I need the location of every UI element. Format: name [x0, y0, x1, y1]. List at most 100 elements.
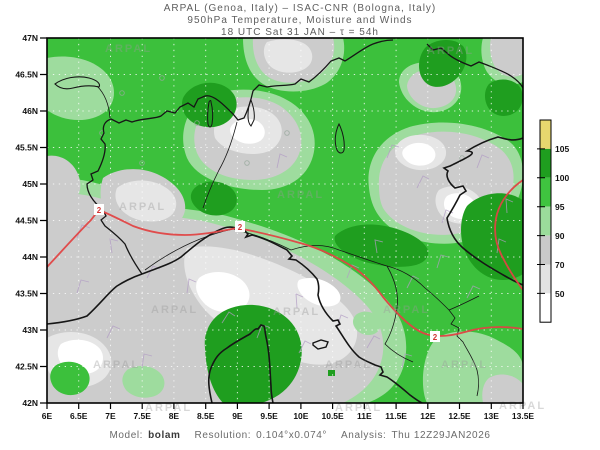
colorbar-segment — [540, 264, 551, 294]
wind-barb — [141, 353, 153, 369]
humidity-region — [328, 370, 335, 376]
border-marche — [448, 295, 480, 311]
wind-barb — [476, 154, 490, 169]
lake-maggiore — [207, 100, 214, 128]
humidity-pocket-regions — [50, 311, 481, 398]
humidity-region — [458, 366, 481, 384]
watermark: ARPAL — [105, 43, 152, 55]
analysis-value: Thu 12Z29JAN2026 — [391, 430, 491, 441]
watermarks: ARPAL ARPAL ARPAL ARPAL ARPAL ARPAL ARPA… — [93, 43, 544, 414]
wind-barb — [416, 175, 430, 189]
calm-circle — [159, 75, 165, 81]
contour-label-box — [235, 221, 245, 232]
wind-barb — [106, 325, 121, 339]
coastline-adriatic — [442, 136, 523, 286]
lat-label: 45.5N — [15, 143, 38, 153]
humidity-region — [196, 272, 250, 313]
wind-barb — [109, 238, 119, 254]
humidity-region — [484, 79, 523, 116]
humidity-region — [402, 142, 436, 166]
wind-barb — [221, 311, 236, 324]
wind-barb — [186, 278, 197, 294]
lat-label: 43.5N — [15, 289, 38, 299]
watermark: ARPAL — [273, 306, 320, 318]
watermark: ARPAL — [277, 189, 324, 201]
lon-label: 12.5E — [448, 411, 471, 421]
colorbar-label: 90 — [555, 231, 565, 241]
wind-barbs — [76, 144, 514, 369]
wind-barb — [505, 198, 514, 214]
lon-label: 7.5E — [133, 411, 151, 421]
humidity-region — [353, 311, 381, 336]
calm-circle — [139, 160, 145, 166]
wind-barb — [436, 254, 449, 269]
wind-barb — [295, 293, 304, 309]
watermark: ARPAL — [383, 304, 430, 316]
humidity-region — [230, 118, 265, 144]
lat-label: 43N — [22, 325, 38, 335]
colorbar-segment — [540, 235, 551, 265]
resolution-value: 0.104°x0.074° — [256, 430, 328, 441]
lat-label: 42.5N — [15, 362, 38, 372]
humidity-region — [429, 340, 462, 365]
wind-barb — [401, 353, 413, 369]
lake-geneva — [54, 76, 101, 90]
calm-circle — [119, 90, 125, 96]
wind-barb — [366, 335, 381, 349]
lat-tick-marks — [40, 37, 47, 404]
lake-garda — [334, 122, 345, 154]
wind-barb — [276, 153, 288, 169]
humidity-region — [204, 304, 302, 403]
wind-barb — [374, 239, 384, 254]
title-line-product: 950hPa Temperature, Moisture and Winds — [187, 15, 413, 26]
map-area: 2 2 2 ARPAL ARPAL ARPAL ARPAL ARPAL ARPA… — [46, 37, 544, 414]
watermark: ARPAL — [145, 402, 192, 414]
calm-circle — [194, 120, 200, 126]
contour-labels: 2 2 2 — [94, 204, 440, 342]
lon-label: 9E — [232, 411, 243, 421]
wind-barb — [336, 314, 349, 329]
analysis-info: Analysis: Thu 12Z29JAN2026 — [341, 430, 491, 441]
lat-label: 46N — [22, 106, 38, 116]
border-apennines — [290, 245, 479, 397]
lon-label: 6.5E — [70, 411, 88, 421]
lat-label: 44N — [22, 252, 38, 262]
watermark: ARPAL — [335, 402, 382, 414]
lon-label: 13.5E — [512, 411, 535, 421]
model-value: bolam — [148, 430, 181, 441]
colorbar-label: 95 — [555, 202, 565, 212]
lat-label: 44.5N — [15, 216, 38, 226]
lake-como — [247, 98, 255, 127]
lat-label: 45N — [22, 179, 38, 189]
temperature-contour-arc — [494, 179, 523, 291]
colorbar-segment — [540, 177, 551, 207]
lon-label: 8E — [169, 411, 180, 421]
contour-label-box — [430, 331, 440, 342]
border-piedmont-lombardy — [202, 121, 238, 209]
coastlines-borders — [47, 39, 523, 403]
coastline-tyrrhenian — [47, 226, 423, 403]
humidity-region — [47, 155, 81, 206]
humidity-region — [122, 366, 165, 398]
contour-label-box — [94, 204, 104, 215]
calm-circle — [244, 160, 250, 166]
contour-label: 2 — [238, 223, 243, 232]
colorbar-label: 100 — [555, 173, 569, 183]
wind-barb — [298, 340, 312, 354]
lon-ticks — [46, 403, 524, 409]
analysis-label: Analysis: — [341, 430, 387, 441]
colorbar: 105 100 95 90 70 50 — [537, 119, 569, 323]
resolution-label: Resolution: — [194, 430, 252, 441]
humidity-region — [263, 39, 313, 73]
footer-info: Model: bolam Resolution: 0.104°x0.074° Ana… — [0, 430, 600, 441]
axis-longitude: 6E 6.5E 7E 7.5E 8E 8.5E 9E 9.5E 10E 10.5… — [42, 403, 535, 421]
lon-label: 11.5E — [385, 411, 407, 421]
calm-circle — [284, 130, 290, 136]
wind-barb — [406, 275, 420, 289]
lon-label: 8.5E — [197, 411, 215, 421]
model-label: Model: — [109, 430, 144, 441]
lon-label: 10E — [293, 411, 308, 421]
colorbar-segment — [540, 120, 551, 149]
colorbar-segment — [540, 293, 551, 323]
